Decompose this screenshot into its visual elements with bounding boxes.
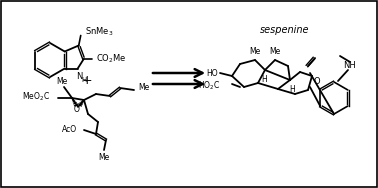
Text: sespenine: sespenine xyxy=(260,25,310,35)
Text: O: O xyxy=(314,77,320,86)
Text: H: H xyxy=(289,84,295,93)
Text: NH: NH xyxy=(344,61,356,70)
Text: MeO$_2$C: MeO$_2$C xyxy=(22,91,50,103)
Text: SnMe$_3$: SnMe$_3$ xyxy=(85,25,113,38)
Text: +: + xyxy=(82,74,92,86)
Text: Me: Me xyxy=(270,46,280,55)
Text: Me: Me xyxy=(138,83,150,92)
Text: HO$_2$C: HO$_2$C xyxy=(198,80,220,92)
Text: O: O xyxy=(74,105,80,114)
Text: H: H xyxy=(261,74,267,83)
Text: HO: HO xyxy=(206,68,218,77)
Text: CO$_2$Me: CO$_2$Me xyxy=(96,53,127,65)
Text: AcO: AcO xyxy=(62,124,77,133)
Text: Me: Me xyxy=(249,46,260,55)
Text: H: H xyxy=(81,77,86,83)
Text: Me: Me xyxy=(98,152,110,161)
Text: N: N xyxy=(76,72,83,81)
Text: Me: Me xyxy=(56,77,68,86)
